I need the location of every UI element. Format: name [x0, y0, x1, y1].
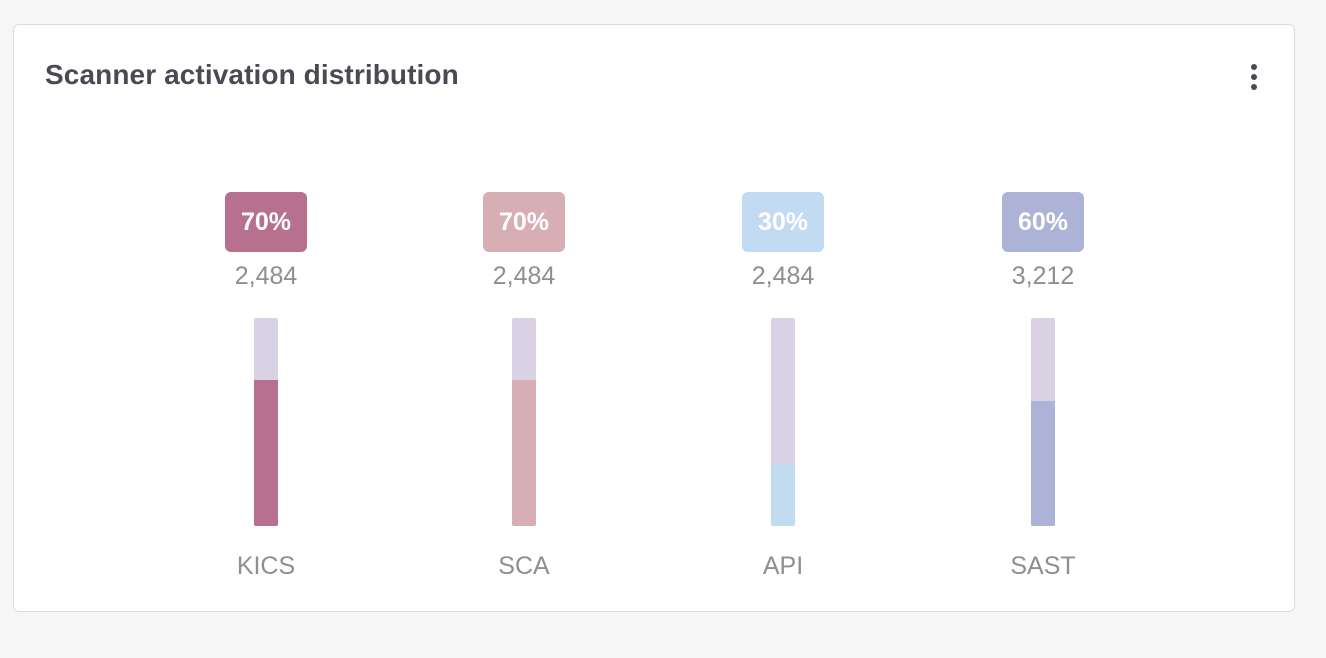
bar-track-api [771, 318, 795, 526]
bar-column-kics: 70% 2,484 KICS [186, 25, 346, 613]
bar-column-sast: 60% 3,212 SAST [963, 25, 1123, 613]
scanner-distribution-card: Scanner activation distribution 70% 2,484… [13, 24, 1295, 612]
category-label-sca: SCA [498, 552, 550, 580]
bar-sca [512, 380, 536, 526]
percent-label-sca: 70% [483, 192, 565, 252]
percent-label-kics: 70% [225, 192, 307, 252]
bar-track-sca [512, 318, 536, 526]
category-label-sast: SAST [1010, 552, 1076, 580]
count-label-kics: 2,484 [234, 262, 298, 290]
more-vertical-icon [1251, 64, 1257, 70]
more-options-button[interactable] [1242, 61, 1266, 93]
card-title: Scanner activation distribution [45, 59, 459, 90]
category-label-kics: KICS [236, 552, 296, 580]
more-vertical-icon-dot [1251, 74, 1257, 80]
bar-sast [1031, 401, 1055, 526]
count-label-sast: 3,212 [1011, 262, 1075, 290]
bar-column-sca: 70% 2,484 SCA [444, 25, 604, 613]
bar-column-api: 30% 2,484 API [703, 25, 863, 613]
count-label-sca: 2,484 [492, 262, 556, 290]
percent-label-api: 30% [742, 192, 824, 252]
percent-label-sast: 60% [1002, 192, 1084, 252]
category-label-api: API [762, 552, 804, 580]
bar-api [771, 463, 795, 526]
scanner-activation-chart: 70% 2,484 KICS 70% 2,484 SCA 30% 2,484 API 60% 3,2… [14, 25, 1296, 613]
bar-kics [254, 380, 278, 526]
bar-track-kics [254, 318, 278, 526]
more-vertical-icon-dot [1251, 84, 1257, 90]
count-label-api: 2,484 [751, 262, 815, 290]
bar-track-sast [1031, 318, 1055, 526]
